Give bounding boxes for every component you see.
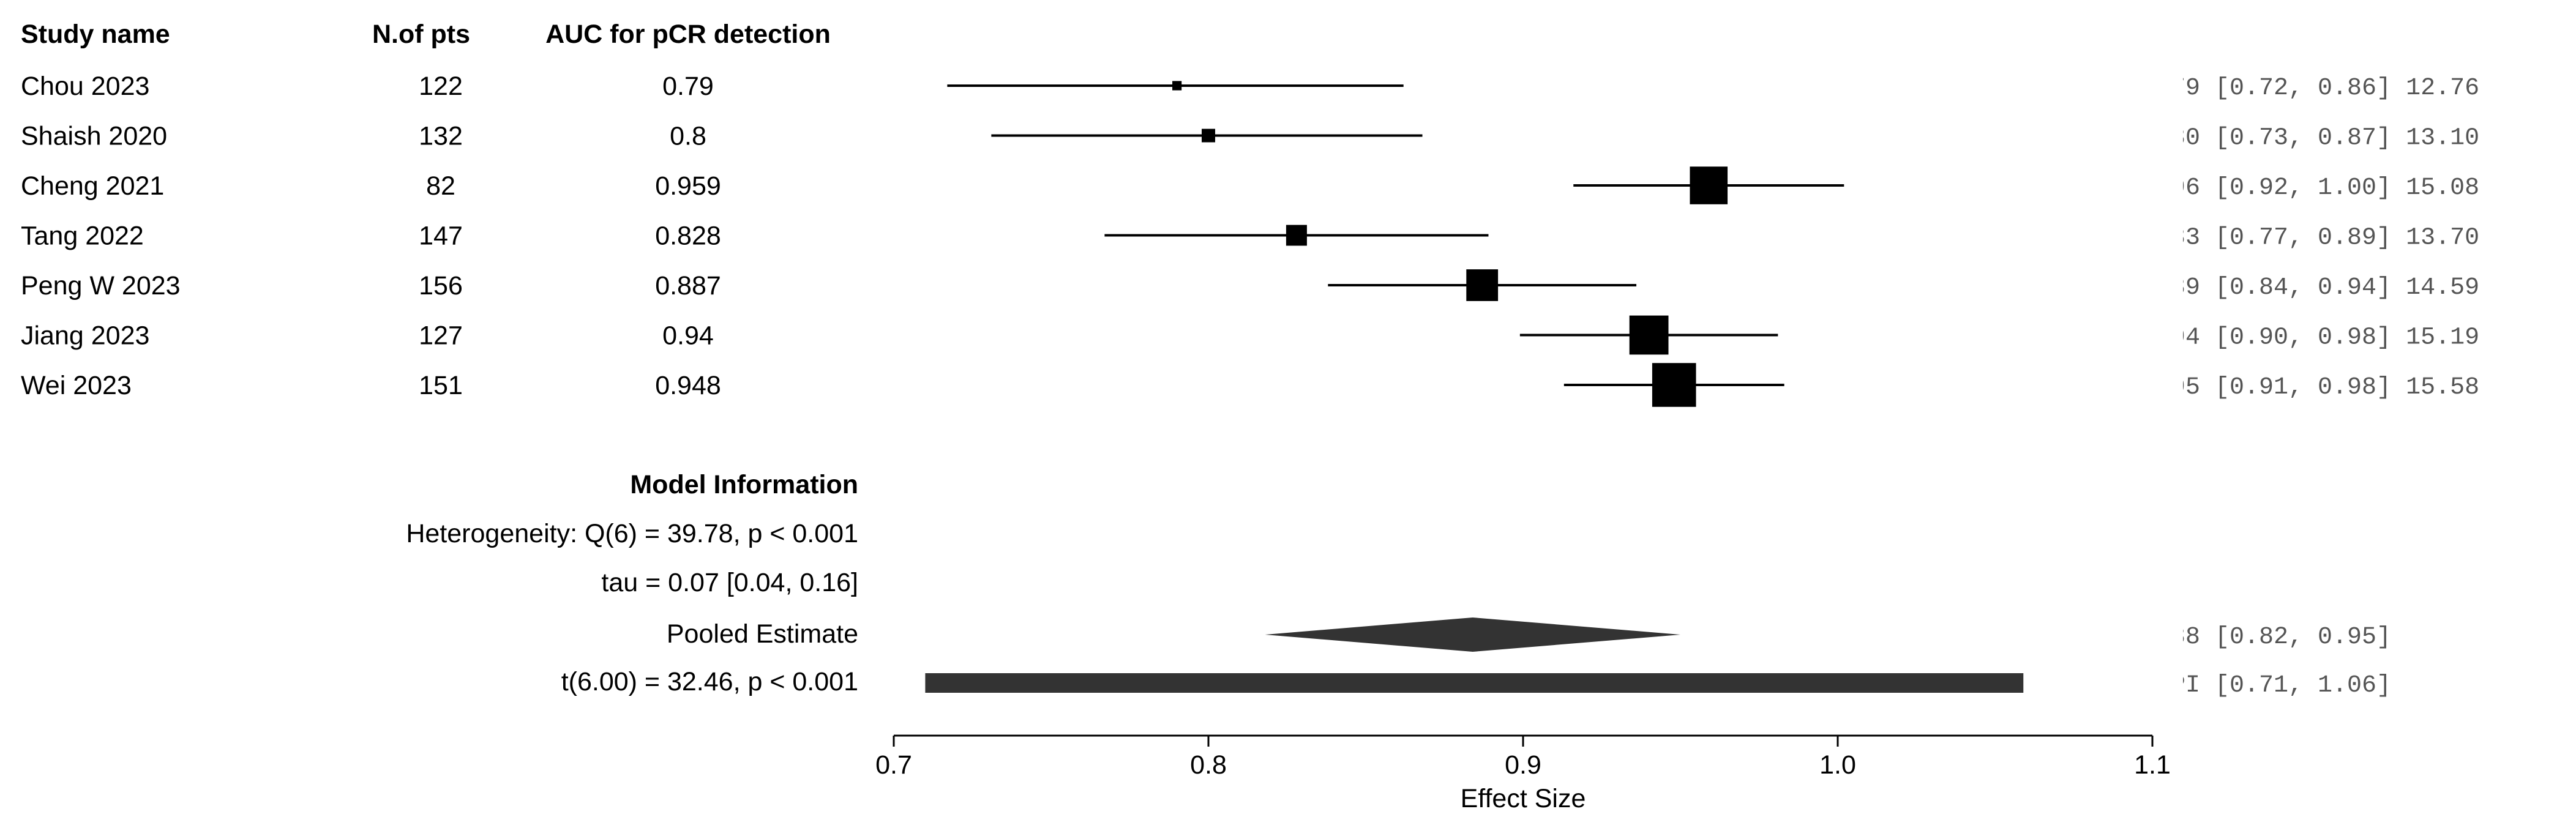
study-n-pts: 156 bbox=[419, 271, 463, 300]
study-name: Peng W 2023 bbox=[21, 271, 181, 300]
point-estimate bbox=[1172, 81, 1182, 91]
study-estimate-text: 89 [0.84, 0.94] 14.59 bbox=[2171, 274, 2479, 302]
point-estimate bbox=[1466, 269, 1499, 301]
tau-text: tau = 0.07 [0.04, 0.16] bbox=[601, 568, 858, 597]
study-rows: Chou 2023 122 0.79 79 [0.72, 0.86] 12.76 Sha… bbox=[21, 72, 2479, 407]
study-name: Wei 2023 bbox=[21, 371, 132, 400]
study-n-pts: 132 bbox=[419, 122, 463, 151]
header-n-pts: N.of pts bbox=[372, 20, 470, 49]
header-study-name: Study name bbox=[21, 20, 170, 49]
pooled-estimate-text: 88 [0.82, 0.95] bbox=[2171, 624, 2391, 651]
study-estimate-text: 83 [0.77, 0.89] 13.70 bbox=[2171, 225, 2479, 252]
study-name: Shaish 2020 bbox=[21, 122, 167, 151]
study-row: Chou 2023 122 0.79 79 [0.72, 0.86] 12.76 bbox=[21, 72, 2479, 102]
x-axis-label: Effect Size bbox=[1461, 784, 1586, 813]
x-tick-label: 0.9 bbox=[1505, 750, 1541, 780]
study-row: Shaish 2020 132 0.8 80 [0.73, 0.87] 13.10 bbox=[21, 122, 2479, 152]
point-estimate bbox=[1652, 363, 1696, 407]
prediction-interval-text: PI [0.71, 1.06] bbox=[2171, 672, 2391, 699]
x-tick-label: 0.8 bbox=[1190, 750, 1227, 780]
model-information-title: Model Information bbox=[630, 470, 858, 499]
pooled-diamond bbox=[1265, 617, 1680, 652]
study-n-pts: 122 bbox=[419, 72, 463, 101]
x-axis: 0.7 0.8 0.9 1.0 1.1 Effect Size bbox=[875, 734, 2171, 813]
point-estimate bbox=[1690, 166, 1728, 204]
point-estimate bbox=[1286, 225, 1307, 246]
point-estimate bbox=[1629, 315, 1669, 355]
study-estimate-text: 79 [0.72, 0.86] 12.76 bbox=[2171, 75, 2479, 102]
study-estimate-text: 95 [0.91, 0.98] 15.58 bbox=[2171, 374, 2479, 401]
model-information: Model Information Heterogeneity: Q(6) = 3… bbox=[406, 470, 2391, 699]
study-auc: 0.79 bbox=[662, 72, 714, 101]
study-row: Jiang 2023 127 0.94 94 [0.90, 0.98] 15.19 bbox=[21, 315, 2479, 355]
study-estimate-text: 96 [0.92, 1.00] 15.08 bbox=[2171, 174, 2479, 202]
prediction-interval-bar bbox=[925, 673, 2024, 693]
study-auc: 0.94 bbox=[662, 321, 714, 351]
study-name: Tang 2022 bbox=[21, 222, 144, 251]
study-n-pts: 151 bbox=[419, 371, 463, 400]
study-n-pts: 127 bbox=[419, 321, 463, 351]
study-n-pts: 147 bbox=[419, 222, 463, 251]
x-tick-label: 1.1 bbox=[2134, 750, 2171, 780]
study-row: Cheng 2021 82 0.959 96 [0.92, 1.00] 15.08 bbox=[21, 166, 2479, 204]
study-estimate-text: 94 [0.90, 0.98] 15.19 bbox=[2171, 324, 2479, 352]
study-auc: 0.959 bbox=[655, 171, 721, 201]
study-name: Jiang 2023 bbox=[21, 321, 149, 351]
x-tick-label: 1.0 bbox=[1819, 750, 1856, 780]
study-row: Tang 2022 147 0.828 83 [0.77, 0.89] 13.70 bbox=[21, 222, 2479, 252]
study-auc: 0.887 bbox=[655, 271, 721, 300]
study-row: Peng W 2023 156 0.887 89 [0.84, 0.94] 14.59 bbox=[21, 269, 2479, 302]
study-row: Wei 2023 151 0.948 95 [0.91, 0.98] 15.58 bbox=[21, 363, 2479, 407]
t-statistic-text: t(6.00) = 32.46, p < 0.001 bbox=[561, 667, 858, 696]
study-n-pts: 82 bbox=[426, 171, 455, 201]
study-name: Chou 2023 bbox=[21, 72, 149, 101]
point-estimate bbox=[1202, 129, 1215, 143]
study-auc: 0.828 bbox=[655, 222, 721, 251]
pooled-estimate-label: Pooled Estimate bbox=[667, 619, 858, 649]
study-auc: 0.8 bbox=[670, 122, 706, 151]
study-auc: 0.948 bbox=[655, 371, 721, 400]
header-auc: AUC for pCR detection bbox=[545, 20, 831, 49]
study-estimate-text: 80 [0.73, 0.87] 13.10 bbox=[2171, 125, 2479, 152]
column-headers: Study name N.of pts AUC for pCR detection bbox=[21, 20, 831, 49]
heterogeneity-text: Heterogeneity: Q(6) = 39.78, p < 0.001 bbox=[406, 519, 858, 548]
x-tick-label: 0.7 bbox=[875, 750, 912, 780]
study-name: Cheng 2021 bbox=[21, 171, 164, 201]
